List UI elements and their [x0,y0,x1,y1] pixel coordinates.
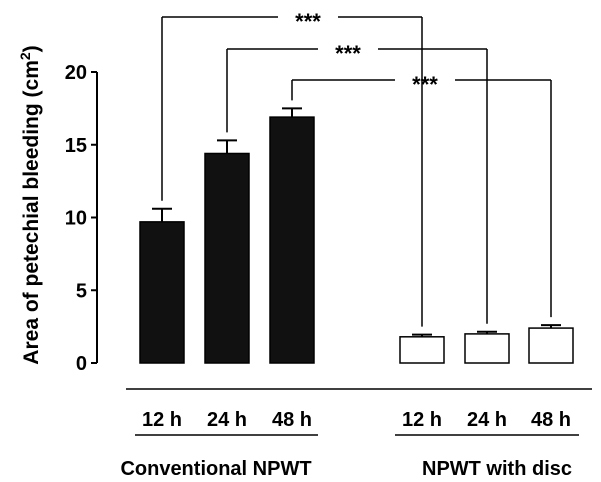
significance-label: *** [295,9,321,34]
y-tick-label: 10 [65,208,87,230]
x-category-label: 48 h [531,409,571,431]
chart-bars [139,107,574,364]
x-category-label: 12 h [402,409,442,431]
x-category-label: 24 h [207,409,247,431]
bar [528,327,574,364]
bar [399,336,445,364]
chart-labels: Area of petechial bleeding (cm2) 12 h 24 h… [17,45,579,480]
significance-label: *** [412,72,438,97]
significance-brackets: *** *** *** [161,9,552,327]
y-tick-label: 0 [76,353,87,375]
y-tick-label: 5 [76,280,87,302]
x-category-label: 24 h [467,409,507,431]
chart-axes: 0 5 10 15 20 [65,62,592,390]
x-category-label: 48 h [272,409,312,431]
y-tick-label: 20 [65,62,87,84]
bar [139,221,185,364]
y-tick-label: 15 [65,135,87,157]
significance-label: *** [335,41,361,66]
bar [464,333,510,364]
x-category-label: 12 h [142,409,182,431]
y-axis-title-superscript: 2 [17,52,33,60]
bar [269,116,315,364]
y-axis-title-close: ) [20,45,43,52]
y-axis-title: Area of petechial bleeding (cm2) [17,45,43,364]
group-label: NPWT with disc [422,458,572,480]
group-label: Conventional NPWT [120,458,311,480]
bar [204,152,250,364]
